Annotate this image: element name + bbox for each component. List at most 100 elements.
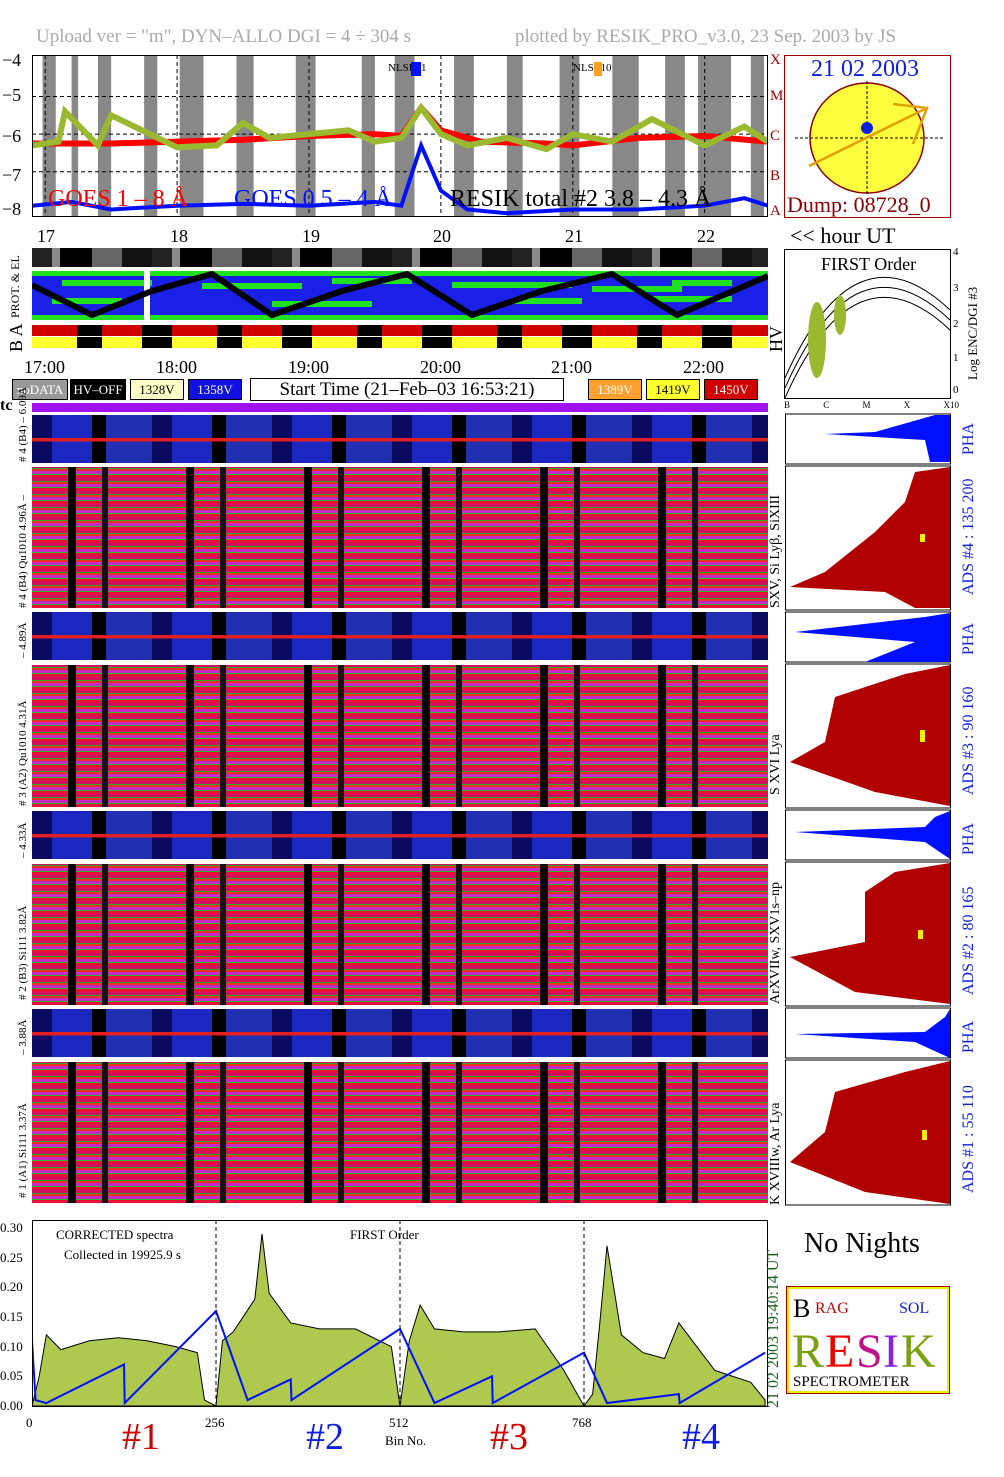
first-order-panel: FIRST Order [784, 249, 951, 399]
legend-nodata: noDATA [12, 379, 68, 400]
pha-strip-ch1 [32, 1009, 768, 1057]
ch4-pha-side: PHA [960, 422, 977, 455]
ytick: 0 [953, 384, 959, 396]
hv-a-strip [32, 325, 768, 336]
ch2-label: # 2 (B3) Si111 3.82Å [17, 905, 29, 1000]
ytick: −6 [2, 126, 22, 146]
first-order-curves [785, 276, 950, 398]
spectrum-chart [32, 1220, 768, 1407]
spectrum-order: FIRST Order [350, 1227, 419, 1242]
tc-label: tc [0, 397, 13, 414]
upload-info: Upload ver = "m", DYN–ALLO DGI = 4 ÷ 304… [36, 26, 412, 47]
series-line-2 [32, 102, 768, 153]
hv-b-strip [32, 337, 768, 348]
marker-nlse10: NLSE10 [573, 62, 612, 74]
ytick: 2 [953, 318, 959, 330]
night-band [506, 55, 523, 217]
first-order-xticks: B C M X X10 [784, 400, 959, 410]
ch1-pha-side: PHA [960, 1020, 977, 1053]
xtick: X10 [943, 400, 959, 410]
ch4-ads: ADS #4 : 135 200 [960, 478, 977, 595]
channel-label: #1 [122, 1416, 160, 1458]
xtick: M [862, 400, 871, 410]
ytick: −7 [2, 165, 22, 185]
plotted-by: plotted by RESIK_PRO_v3.0, 23 Sep. 2003 … [515, 26, 897, 47]
goes-lightcurve-chart [32, 55, 768, 217]
class-label: B [770, 168, 781, 184]
spectrogram-ch3 [32, 665, 768, 807]
ytick: 0.25 [0, 1249, 23, 1265]
svg-text:B: B [793, 1294, 810, 1323]
legend-1328v: 1328V [130, 379, 184, 400]
prot-el-label: PROT. & EL [8, 255, 22, 318]
time-label: 18:00 [156, 357, 198, 377]
ytick: 0.20 [0, 1279, 23, 1295]
legend-1450v: 1450V [704, 379, 758, 400]
xtick: 0 [26, 1415, 33, 1430]
night-band [236, 55, 254, 217]
ch3-lines-label: S XVI Lya [768, 734, 783, 795]
pha-strip-ch2 [32, 811, 768, 859]
plot-frame [32, 55, 768, 217]
xtick: 512 [389, 1415, 409, 1430]
ba-label: B A [6, 323, 26, 352]
ch2-pha-label: – 4.33Å [17, 822, 29, 858]
class-label: A [770, 203, 781, 219]
xtick: C [823, 400, 830, 410]
legend-resik-total: RESIK total #2 3.8 – 4.3 Å [450, 186, 712, 212]
electron-strip [32, 248, 768, 267]
hour-label: 18 [170, 226, 188, 246]
pha-histograms [785, 413, 951, 1206]
hour-unit-label: << hour UT [790, 223, 896, 248]
class-label: M [770, 88, 784, 104]
ch1-pha-label: – 3.88Å [17, 1019, 29, 1055]
hour-label: 19 [302, 226, 320, 246]
resik-logo: B RAG SOL R E S I K SPECTROMETER [786, 1286, 950, 1394]
dump-id: Dump: 08728_0 [787, 192, 931, 217]
spectrogram-ch2 [32, 864, 768, 1005]
spectrum-collected: Collected in 19925.9 s [64, 1247, 181, 1262]
ch1-ads: ADS #1 : 55 110 [960, 1085, 977, 1193]
ytick: 1 [953, 352, 959, 364]
channel-label: #4 [682, 1416, 720, 1458]
ytick: −8 [2, 199, 22, 219]
sun-date: 21 02 2003 [811, 56, 919, 82]
ch3-label: # 3 (A2) Qu1010 4.31Å [17, 700, 29, 806]
ytick: 0.15 [0, 1309, 23, 1324]
svg-text:E: E [825, 1325, 854, 1378]
time-label: 17:00 [24, 357, 66, 377]
ch3-ads: ADS #3 : 90 160 [960, 686, 977, 795]
svg-text:S: S [856, 1325, 883, 1378]
xtick: 768 [572, 1415, 592, 1430]
svg-text:RAG: RAG [815, 1300, 849, 1317]
sun-disk-icon [795, 81, 945, 196]
spectrum-timestamp: 21 02 2003 19:40:14 UT [765, 1249, 782, 1408]
plot-frame [32, 1220, 768, 1407]
legend-goes-1-8: GOES 1 – 8 Å [48, 186, 189, 212]
first-order-ylabel: Log ENC/DGI #3 [965, 286, 980, 380]
legend-goes-0-5-4: GOES 0.5 – 4 Å [234, 186, 393, 212]
sun-position-panel: 21 02 2003 Dump: 08728_0 [784, 55, 951, 218]
legend-1389v: 1389V [588, 379, 642, 400]
svg-text:K: K [901, 1325, 936, 1378]
time-label: 22:00 [683, 357, 725, 377]
time-label: 21:00 [551, 357, 593, 377]
svg-text:R: R [792, 1325, 824, 1378]
ch2-pha-side: PHA [960, 822, 977, 855]
ytick: 0.05 [0, 1368, 23, 1384]
no-nights-label: No Nights [804, 1228, 920, 1259]
ch4-lines-label: SXV, Si Lyβ, SiXIII [768, 494, 783, 608]
hour-label: 17 [37, 226, 55, 246]
night-band [179, 55, 204, 217]
spectrogram-ch1 [32, 1062, 768, 1203]
ch1-label: # 1 (A1) Si111 3.37Å [17, 1103, 29, 1198]
start-time: Start Time (21–Feb–03 16:53:21) [250, 378, 564, 401]
ytick: 4 [953, 246, 959, 258]
channel-label: #2 [306, 1416, 344, 1458]
class-label: C [770, 128, 781, 144]
pha-background-line [32, 1309, 766, 1406]
hour-label: 22 [697, 226, 715, 246]
tc-bar [32, 403, 768, 412]
ch2-lines-label: ArXVIIw, SXV1s–np [768, 882, 783, 1004]
